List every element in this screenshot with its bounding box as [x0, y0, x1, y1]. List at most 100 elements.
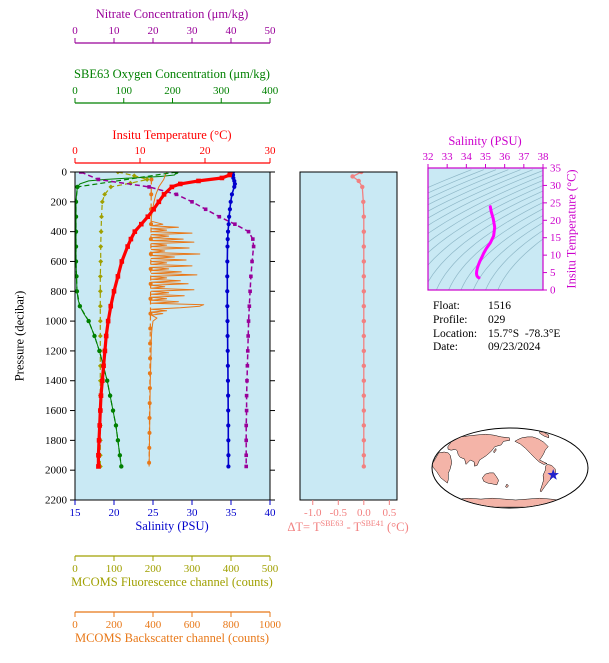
map-land	[432, 431, 561, 508]
series-salinity	[225, 172, 237, 469]
backscatter-axis: 0 200 400 600 800 1000	[72, 611, 282, 631]
svg-text:2200: 2200	[45, 495, 68, 507]
svg-text:20: 20	[200, 145, 212, 157]
backscatter-axis-title: MCOMS Backscatter channel (counts)	[74, 631, 270, 645]
main-plot-series	[75, 172, 256, 469]
svg-text:33: 33	[442, 151, 454, 163]
svg-text:300: 300	[184, 563, 201, 575]
nitrate-axis-title: Nitrate Concentration (μm/kg)	[95, 7, 249, 21]
svg-text:400: 400	[145, 619, 162, 631]
delta-t-title-sup2: SBE41	[361, 519, 384, 528]
delta-t-title-sup1: SBE63	[320, 519, 344, 528]
svg-text:400: 400	[262, 85, 279, 97]
svg-text:600: 600	[184, 619, 201, 631]
info-float-value: 1516	[488, 300, 511, 312]
ts-salinity-axis-title: Salinity (PSU)	[448, 134, 522, 148]
ts-isopycnals	[428, 169, 543, 290]
svg-text:10: 10	[109, 25, 121, 37]
svg-text:38: 38	[538, 151, 550, 163]
svg-text:10: 10	[550, 250, 562, 262]
svg-text:1600: 1600	[45, 405, 68, 417]
svg-text:800: 800	[223, 619, 240, 631]
svg-text:10: 10	[135, 145, 147, 157]
svg-text:0: 0	[72, 25, 78, 37]
svg-text:20: 20	[550, 215, 562, 227]
svg-text:100: 100	[106, 563, 123, 575]
temperature-axis: 0 10 20 30	[72, 145, 277, 164]
svg-text:2000: 2000	[45, 465, 68, 477]
svg-text:0.0: 0.0	[357, 507, 371, 519]
ts-temperature-axis-label: Insitu Temperature (°C)	[564, 169, 579, 289]
info-profile-label: Profile:	[433, 313, 468, 326]
fluorescence-axis-title: MCOMS Fluorescence channel (counts)	[71, 575, 273, 589]
svg-text:200: 200	[106, 619, 123, 631]
svg-text:0: 0	[72, 145, 78, 157]
svg-text:0: 0	[72, 563, 78, 575]
svg-text:40: 40	[265, 507, 277, 519]
svg-text:500: 500	[262, 563, 279, 575]
svg-text:0.5: 0.5	[382, 507, 396, 519]
svg-text:-0.5: -0.5	[330, 507, 348, 519]
info-location-label: Location:	[433, 327, 478, 340]
svg-text:5: 5	[550, 267, 556, 279]
svg-text:15: 15	[70, 507, 82, 519]
svg-text:50: 50	[265, 25, 277, 37]
svg-text:100: 100	[116, 85, 133, 97]
series-backscatter	[147, 177, 154, 465]
delta-t-title-part1: ΔT= T	[287, 520, 321, 535]
svg-text:15: 15	[550, 232, 562, 244]
svg-text:20: 20	[109, 507, 121, 519]
svg-text:0: 0	[72, 85, 78, 97]
svg-text:300: 300	[213, 85, 230, 97]
float-location-star	[547, 469, 559, 480]
svg-text:-1.0: -1.0	[304, 507, 322, 519]
info-date-label: Date:	[433, 341, 458, 354]
svg-text:30: 30	[550, 180, 562, 192]
svg-text:25: 25	[148, 507, 160, 519]
svg-text:35: 35	[226, 507, 238, 519]
svg-text:37: 37	[518, 151, 530, 163]
svg-text:0: 0	[72, 619, 78, 631]
svg-text:200: 200	[145, 563, 162, 575]
delta-t-title-part2: - T	[343, 520, 362, 535]
salinity-axis-title: Salinity (PSU)	[135, 519, 209, 533]
svg-text:34: 34	[461, 151, 473, 163]
delta-t-axis-title: ΔT= TSBE63 - TSBE41 (°C)	[287, 519, 408, 535]
temperature-axis-title: Insitu Temperature (°C)	[112, 128, 232, 142]
oxygen-axis-title: SBE63 Oxygen Concentration (μm/kg)	[74, 67, 270, 81]
delta-t-plot-area	[300, 172, 397, 500]
nitrate-axis: 0 10 20 30 40 50	[72, 25, 277, 44]
float-info-panel: Float: 1516 Profile: 029 Location: 15.7°S -…	[433, 300, 560, 355]
svg-text:1200: 1200	[45, 345, 68, 357]
svg-text:20: 20	[148, 25, 160, 37]
svg-text:35: 35	[550, 163, 562, 175]
svg-text:400: 400	[223, 563, 240, 575]
svg-text:25: 25	[550, 197, 562, 209]
svg-text:200: 200	[51, 196, 68, 208]
series-nitrate	[79, 172, 256, 469]
svg-text:32: 32	[423, 151, 434, 163]
svg-text:40: 40	[226, 25, 238, 37]
delta-t-series	[350, 172, 367, 469]
svg-text:30: 30	[187, 507, 199, 519]
series-temperature	[96, 172, 233, 469]
svg-text:1400: 1400	[45, 375, 68, 387]
ts-plot-area	[428, 168, 543, 290]
svg-text:30: 30	[265, 145, 277, 157]
svg-text:1800: 1800	[45, 435, 68, 447]
series-backscatter	[148, 172, 205, 467]
svg-text:36: 36	[499, 151, 511, 163]
svg-text:1000: 1000	[45, 316, 68, 328]
info-float: Float: 1516	[433, 300, 560, 314]
delta-t-title-part3: (°C)	[383, 520, 409, 535]
svg-text:400: 400	[51, 226, 68, 238]
salinity-axis: 15 20 25 30 35 40	[70, 500, 277, 519]
fluorescence-axis: 0 100 200 300 400 500	[72, 555, 279, 575]
world-map	[431, 427, 589, 509]
info-location-value: 15.7°S -78.3°E	[488, 327, 561, 340]
svg-text:800: 800	[51, 286, 68, 298]
info-date-value: 09/23/2024	[488, 341, 541, 354]
svg-text:35: 35	[480, 151, 492, 163]
